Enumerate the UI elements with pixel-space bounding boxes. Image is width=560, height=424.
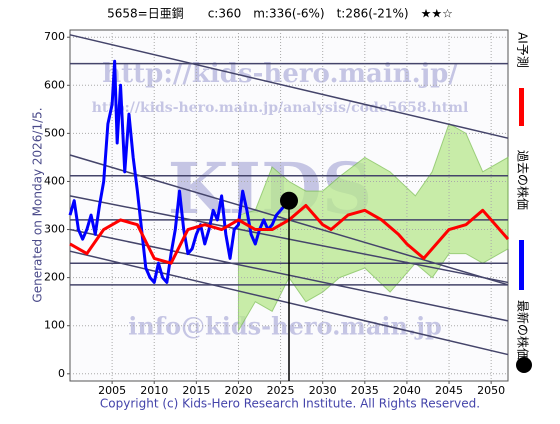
footer: Copyright (c) Kids-Hero Research Institu… [100, 397, 480, 411]
x-tick-label: 2050 [477, 384, 505, 397]
x-tick-label: 2030 [309, 384, 337, 397]
watermark: http://kids-hero.main.jp/analysis/code56… [92, 100, 469, 116]
x-tick-label: 2040 [393, 384, 421, 397]
x-tick-label: 2035 [351, 384, 379, 397]
x-tick-label: 2020 [224, 384, 252, 397]
latest-marker [280, 191, 298, 210]
legend-swatch [519, 88, 524, 126]
y-tick-label: 600 [44, 78, 65, 91]
y-tick-label: 200 [44, 271, 65, 284]
x-tick-label: 2010 [140, 384, 168, 397]
y-tick-label: 100 [44, 319, 65, 332]
y-tick-label: 400 [44, 174, 65, 187]
y-tick-label: 0 [58, 367, 65, 380]
series-line [69, 204, 510, 265]
legend-label: AI予測 [516, 32, 530, 68]
x-tick-label: 2025 [267, 384, 295, 397]
trend-line [69, 34, 509, 139]
annotation: Generated on Monday 2026/1/5. [31, 107, 45, 302]
y-tick-label: 300 [44, 223, 65, 236]
x-tick-label: 2015 [182, 384, 210, 397]
legend-label: 過去の株価 [516, 150, 531, 210]
y-tick-label: 700 [44, 30, 65, 43]
series-line [68, 59, 291, 284]
x-tick-label: 2005 [98, 384, 126, 397]
legend-swatch [516, 357, 532, 373]
legend-swatch [519, 240, 524, 290]
legend-label: 最新の株価 [516, 300, 531, 360]
x-tick-label: 2045 [435, 384, 463, 397]
y-tick-label: 500 [44, 126, 65, 139]
chart-title: 5658=日亜鋼 c:360 m:336(-6%) t:286(-21%) ★★… [107, 7, 453, 21]
